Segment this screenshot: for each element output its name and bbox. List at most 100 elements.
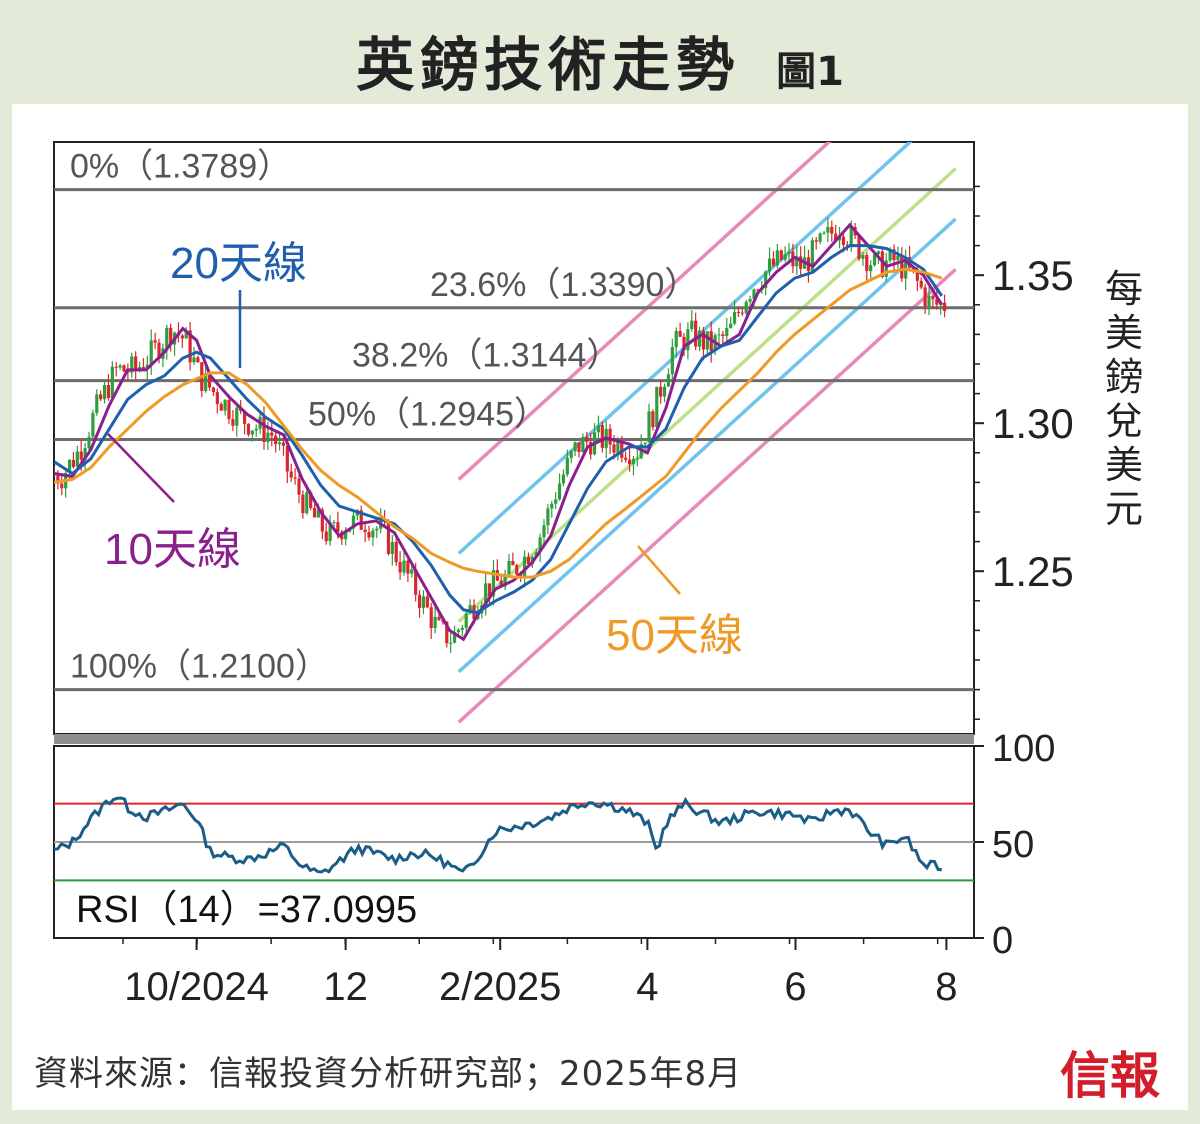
- candle-body: [375, 528, 379, 531]
- candle-body: [511, 560, 515, 566]
- candle-body: [616, 441, 620, 453]
- candle-body: [95, 394, 99, 414]
- candle-body: [569, 451, 573, 458]
- candle-body: [324, 531, 328, 542]
- chart-title-block: 英鎊技術走勢 圖1: [0, 18, 1200, 102]
- candle-body: [414, 569, 418, 595]
- candle-body: [149, 340, 153, 365]
- annotation-label-2: 50天線: [606, 611, 743, 660]
- candle-body: [499, 580, 503, 587]
- candle-body: [612, 444, 616, 453]
- candle-body: [682, 336, 686, 351]
- candle-body: [406, 560, 410, 574]
- candle-body: [83, 448, 87, 460]
- source-note: 資料來源：信報投資分析研究部；2025年8月: [34, 1054, 743, 1094]
- fib-label-2: 38.2%（1.3144）: [352, 337, 620, 375]
- candle-body: [822, 232, 826, 234]
- candle-body: [522, 556, 527, 577]
- candle-body: [207, 373, 212, 388]
- ma-line-50: [54, 267, 943, 579]
- candle-body: [927, 295, 931, 307]
- candle-body: [865, 255, 869, 272]
- candle-body: [464, 613, 468, 628]
- candle-body: [717, 334, 721, 336]
- rsi-tick-1-label: 50: [992, 824, 1034, 866]
- candle-body: [546, 508, 550, 526]
- candle-body: [386, 521, 391, 554]
- candle-body: [779, 250, 783, 260]
- candle-body: [336, 522, 340, 532]
- candle-body: [884, 260, 888, 277]
- candle-body: [316, 509, 321, 518]
- candle-body: [647, 411, 651, 443]
- candle-body: [573, 442, 577, 452]
- candle-body: [550, 503, 554, 509]
- trend-channel-line-0: [457, 267, 957, 724]
- candle-body: [332, 522, 336, 524]
- candle-body: [830, 226, 834, 234]
- candle-body: [608, 428, 612, 445]
- y-axis-label-char: 鎊: [1105, 355, 1143, 399]
- candle-body: [134, 356, 138, 370]
- candle-body: [775, 250, 779, 266]
- candle-body: [270, 432, 274, 436]
- chart-title: 英鎊技術走勢: [356, 31, 741, 99]
- candle-body: [690, 320, 694, 330]
- candle-body: [246, 423, 251, 435]
- candle-body: [600, 425, 604, 448]
- candle-body: [137, 366, 142, 370]
- candle-body: [732, 311, 737, 324]
- x-tick-label-5: 8: [935, 965, 957, 1009]
- candle-body: [484, 583, 488, 606]
- annotation-label-0: 20天線: [170, 239, 307, 288]
- candle-body: [725, 328, 729, 337]
- candle-body: [231, 418, 235, 426]
- candle-body: [449, 642, 453, 644]
- candle-body: [736, 311, 741, 313]
- candle-body: [620, 441, 624, 458]
- x-tick-label-3: 4: [636, 965, 658, 1009]
- candle-body: [180, 335, 184, 339]
- candle-body: [931, 295, 935, 300]
- candle-body: [659, 386, 663, 397]
- panel-separator: [54, 734, 974, 744]
- candle-body: [756, 289, 760, 291]
- candle-body: [157, 342, 161, 359]
- chart-card: 1.35 1.30 1.25 100 50 0 每美鎊兌美元 10/2024 12 2/2025 4…: [12, 104, 1188, 1110]
- candle-body: [631, 458, 636, 465]
- candle-body: [542, 525, 546, 538]
- candle-body: [557, 483, 562, 500]
- candle-body: [526, 556, 531, 565]
- y-axis-label-char: 兌: [1105, 399, 1143, 443]
- candle-body: [888, 249, 892, 261]
- y-tick-1-label: 1.30: [992, 400, 1074, 447]
- candle-body: [398, 562, 402, 573]
- candle-body: [460, 627, 464, 630]
- candle-body: [67, 459, 72, 473]
- candle-body: [880, 251, 884, 277]
- candle-body: [204, 373, 208, 391]
- candle-body: [826, 226, 830, 233]
- candle-body: [810, 240, 814, 271]
- candle-body: [651, 411, 655, 428]
- candle-body: [277, 442, 282, 445]
- candle-body: [655, 386, 659, 428]
- candle-body: [697, 330, 702, 347]
- candle-body: [923, 287, 927, 307]
- candle-body: [223, 399, 227, 411]
- candle-body: [118, 365, 122, 368]
- candle-body: [56, 475, 60, 484]
- candle-body: [60, 483, 64, 489]
- x-tick-label-4: 6: [784, 965, 806, 1009]
- candle-body: [795, 256, 799, 267]
- candle-body: [153, 340, 157, 343]
- trend-channel-line-3: [457, 142, 913, 555]
- x-tick-label-0: 10/2024: [124, 965, 269, 1009]
- candle-body: [783, 254, 787, 260]
- candle-body: [285, 445, 289, 472]
- candle-body: [75, 451, 79, 467]
- candle-body: [452, 632, 457, 643]
- y-tick-2-label: 1.25: [992, 548, 1074, 595]
- candle-body: [122, 365, 126, 372]
- candle-body: [624, 457, 628, 460]
